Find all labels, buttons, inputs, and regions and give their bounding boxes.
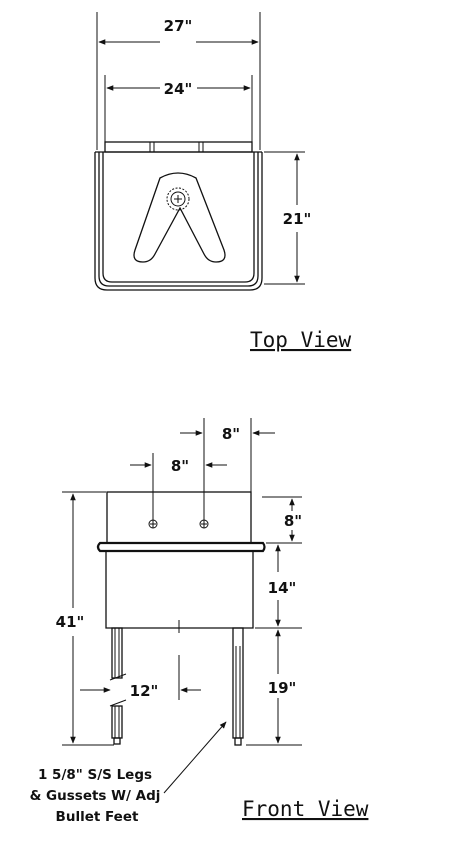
faucet-hole-right [199,519,209,529]
dim-depth: 21" [264,151,312,285]
front-view: 8" 8" [30,418,369,825]
sink-bowl [105,551,254,629]
backsplash [106,491,252,544]
dim-41-label: 41" [56,613,85,631]
legs-note-line-2: & Gussets W/ Adj [30,788,161,804]
dim-overall-height: 41" [56,491,114,746]
top-backsplash [104,141,253,153]
dim-14-label: 14" [268,579,297,597]
sink-rim [96,541,266,553]
dim-24-label: 24" [164,80,193,98]
legs-note-line-1: 1 5/8" S/S Legs [38,767,152,783]
dim-overall-width: 27" [98,17,259,45]
dim-12-label: 12" [130,682,159,700]
top-view: 27" 24" [94,12,352,352]
top-view-label: Top View [250,328,352,352]
sink-bowl-outline [94,151,263,291]
dim-27-label: 27" [164,17,193,35]
dim-21-label: 21" [283,210,312,228]
dim-backsplash: 8" [262,496,302,542]
dim-19-label: 19" [268,679,297,697]
dim-bowl-width: 24" [106,80,251,98]
legs-note: 1 5/8" S/S Legs & Gussets W/ Adj Bullet … [30,767,161,825]
dim-right-offset: 8" [180,418,275,528]
dim-faucet-8-label: 8" [171,457,189,475]
dim-leg-spacing: 12" [80,655,201,700]
drain-icon [166,187,190,211]
legs-note-line-3: Bullet Feet [56,809,139,825]
dim-backsplash-8-label: 8" [284,512,302,530]
dim-faucet-spacing: 8" [130,453,227,528]
legs-note-leader [163,721,227,794]
dim-right-8-label: 8" [222,425,240,443]
front-view-label: Front View [242,797,369,821]
faucet-hole-left [148,519,158,529]
left-leg [109,627,127,745]
dim-bowl-depth: 14" [255,542,302,629]
right-leg [232,627,244,746]
dim-leg-height: 19" [246,629,302,746]
drain-channel [133,172,226,263]
